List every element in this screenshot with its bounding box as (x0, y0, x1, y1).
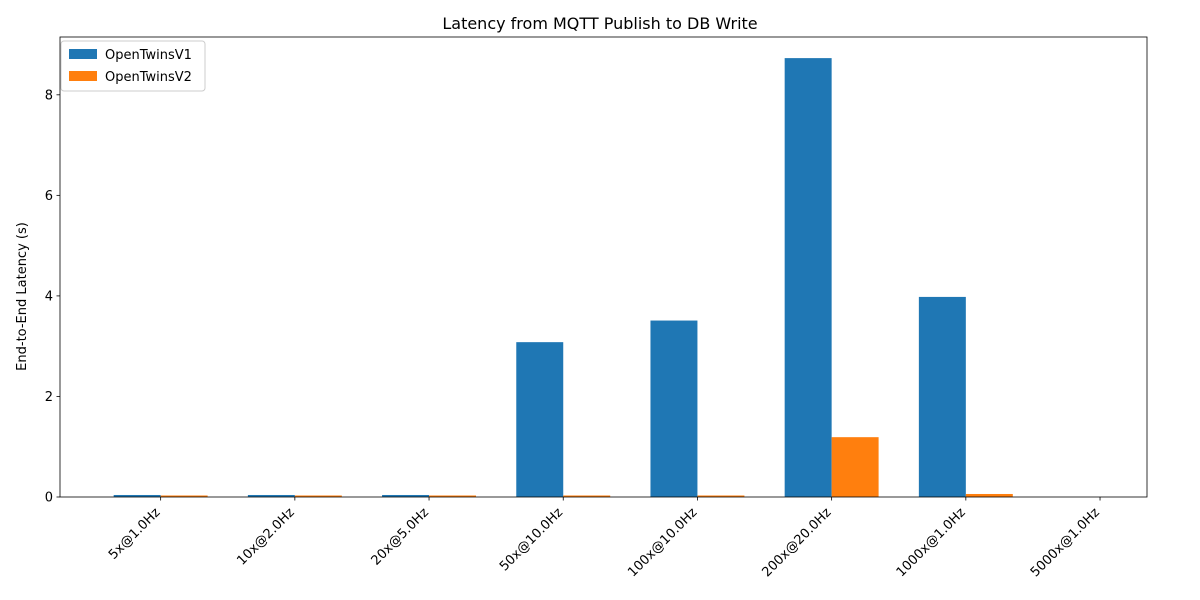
y-tick-label: 8 (45, 88, 53, 103)
legend: OpenTwinsV1 OpenTwinsV2 (60, 40, 206, 92)
bar-opentwinsv2-1 (294, 495, 342, 497)
bar-opentwinsv2-3 (563, 495, 611, 497)
bar-opentwinsv1-4 (650, 320, 698, 497)
bar-opentwinsv2-2 (429, 495, 477, 497)
legend-label-opentwinsv2: OpenTwinsV2 (105, 70, 192, 85)
x-tick-label: 100x@10.0Hz (625, 505, 700, 580)
y-tick-label: 6 (45, 189, 53, 204)
x-tick-label: 5x@1.0Hz (106, 505, 164, 563)
bar-opentwinsv1-6 (918, 296, 966, 497)
x-tick-label: 50x@10.0Hz (497, 505, 566, 574)
y-tick-label: 0 (45, 491, 53, 506)
x-tick-label: 1000x@1.0Hz (894, 505, 969, 580)
bar-opentwinsv1-3 (516, 342, 564, 497)
y-axis-label: End-to-End Latency (s) (15, 222, 30, 371)
x-tick-label: 10x@2.0Hz (234, 505, 297, 568)
bar-opentwinsv2-4 (697, 495, 745, 497)
bar-opentwinsv1-0 (113, 494, 161, 497)
bars-group (113, 58, 1013, 498)
bar-opentwinsv2-5 (831, 437, 879, 497)
bar-opentwinsv1-5 (784, 58, 832, 498)
bar-opentwinsv1-1 (247, 494, 295, 497)
axes-group: 0 2 4 6 8 5x@1.0Hz 10x@2.0Hz 20x@5.0Hz 50x@10.0H… (45, 36, 1148, 580)
x-tick-label: 200x@20.0Hz (759, 505, 834, 580)
x-tick-label: 5000x@1.0Hz (1028, 505, 1103, 580)
y-tick-label: 4 (45, 289, 53, 304)
plot-frame (59, 36, 1148, 498)
chart-title: Latency from MQTT Publish to DB Write (442, 14, 757, 33)
legend-swatch-opentwinsv2 (69, 71, 97, 81)
legend-label-opentwinsv1: OpenTwinsV1 (105, 48, 192, 63)
y-tick-label: 2 (45, 390, 53, 405)
x-tick-label: 20x@5.0Hz (369, 505, 432, 568)
bar-opentwinsv1-2 (382, 494, 430, 497)
legend-swatch-opentwinsv1 (69, 49, 97, 59)
bar-opentwinsv2-6 (965, 493, 1013, 497)
bar-opentwinsv2-0 (160, 495, 208, 497)
